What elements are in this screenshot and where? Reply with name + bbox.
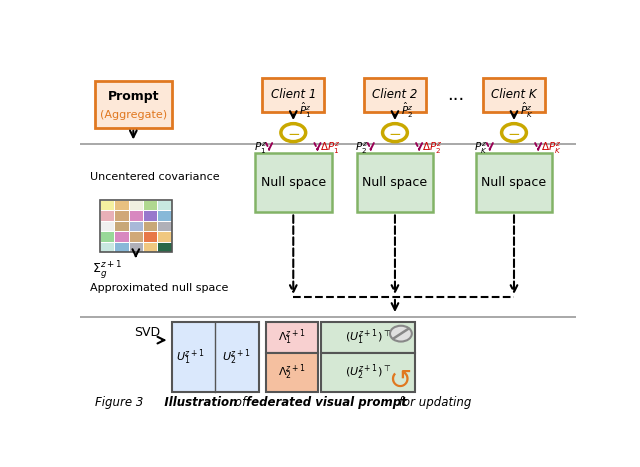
Bar bbox=[100, 231, 114, 241]
Bar bbox=[114, 210, 129, 221]
Bar bbox=[114, 221, 129, 231]
Bar bbox=[114, 231, 129, 241]
Text: $(U_2^{z+1})^\top$: $(U_2^{z+1})^\top$ bbox=[344, 363, 391, 382]
Bar bbox=[129, 221, 143, 231]
Text: $\hat{P}_1^z$: $\hat{P}_1^z$ bbox=[300, 101, 312, 120]
Text: $\Delta P_2^z$: $\Delta P_2^z$ bbox=[422, 141, 442, 156]
Bar bbox=[129, 231, 143, 241]
Bar bbox=[157, 200, 172, 210]
Bar bbox=[143, 241, 157, 252]
Bar bbox=[157, 241, 172, 252]
Text: SVD: SVD bbox=[134, 326, 160, 340]
Bar bbox=[100, 210, 114, 221]
Text: $U_2^{z+1}$: $U_2^{z+1}$ bbox=[223, 347, 252, 367]
Bar bbox=[157, 210, 172, 221]
Text: $P_2^z$: $P_2^z$ bbox=[355, 141, 368, 156]
Bar bbox=[143, 210, 157, 221]
Bar bbox=[129, 241, 143, 252]
Bar bbox=[129, 200, 143, 210]
Text: Prompt: Prompt bbox=[108, 90, 159, 103]
Text: $\hat{P}_2^z$: $\hat{P}_2^z$ bbox=[401, 101, 413, 120]
Bar bbox=[321, 322, 415, 353]
Bar bbox=[356, 153, 433, 212]
Bar bbox=[262, 78, 324, 112]
Bar bbox=[255, 153, 332, 212]
Text: $\Lambda_1^{z+1}$: $\Lambda_1^{z+1}$ bbox=[278, 328, 306, 347]
Text: Figure 3: Figure 3 bbox=[95, 396, 143, 409]
Text: ...: ... bbox=[447, 85, 465, 104]
Text: federated visual prompt: federated visual prompt bbox=[246, 396, 407, 409]
Bar bbox=[95, 81, 172, 128]
Bar bbox=[129, 210, 143, 221]
Text: Approximated null space: Approximated null space bbox=[90, 283, 228, 293]
Bar bbox=[114, 241, 129, 252]
Text: $\Delta P_K^z$: $\Delta P_K^z$ bbox=[541, 141, 561, 156]
Bar bbox=[100, 241, 114, 252]
Bar bbox=[143, 221, 157, 231]
Text: ↺: ↺ bbox=[388, 367, 412, 395]
Bar bbox=[321, 353, 415, 392]
Text: $\Delta P_1^z$: $\Delta P_1^z$ bbox=[320, 141, 340, 156]
Bar bbox=[114, 200, 129, 210]
Text: Null space: Null space bbox=[481, 177, 547, 189]
Text: $-$: $-$ bbox=[287, 125, 300, 140]
Text: $-$: $-$ bbox=[388, 125, 401, 140]
Circle shape bbox=[390, 326, 412, 341]
Text: Illustration: Illustration bbox=[152, 396, 237, 409]
Bar bbox=[143, 231, 157, 241]
Bar bbox=[157, 231, 172, 241]
Text: Null space: Null space bbox=[362, 177, 428, 189]
Text: $\Lambda_2^{z+1}$: $\Lambda_2^{z+1}$ bbox=[278, 363, 306, 382]
Bar bbox=[100, 200, 172, 252]
Text: of: of bbox=[231, 396, 250, 409]
Text: $\Sigma_g^{z+1}$: $\Sigma_g^{z+1}$ bbox=[92, 259, 122, 281]
Bar bbox=[100, 200, 114, 210]
Text: Client 2: Client 2 bbox=[372, 88, 418, 101]
Text: $(U_1^{z+1})^\top$: $(U_1^{z+1})^\top$ bbox=[344, 328, 391, 347]
Text: Client 1: Client 1 bbox=[271, 88, 316, 101]
Bar bbox=[266, 353, 318, 392]
Text: $P_K^z$: $P_K^z$ bbox=[474, 141, 487, 156]
Bar bbox=[100, 221, 114, 231]
Bar bbox=[172, 322, 259, 392]
Text: $-$: $-$ bbox=[508, 125, 520, 140]
Text: Uncentered covariance: Uncentered covariance bbox=[90, 171, 220, 182]
Bar bbox=[143, 200, 157, 210]
Bar bbox=[266, 322, 318, 353]
Bar bbox=[476, 153, 552, 212]
Bar bbox=[364, 78, 426, 112]
Bar bbox=[157, 221, 172, 231]
Text: for updating: for updating bbox=[395, 396, 471, 409]
Text: $P_1^z$: $P_1^z$ bbox=[253, 141, 267, 156]
Bar bbox=[483, 78, 545, 112]
Text: $\hat{P}_K^z$: $\hat{P}_K^z$ bbox=[520, 101, 534, 120]
Text: (Aggregate): (Aggregate) bbox=[100, 110, 167, 120]
Text: $U_1^{z+1}$: $U_1^{z+1}$ bbox=[177, 347, 205, 367]
Text: Null space: Null space bbox=[260, 177, 326, 189]
Text: Client K: Client K bbox=[491, 88, 537, 101]
